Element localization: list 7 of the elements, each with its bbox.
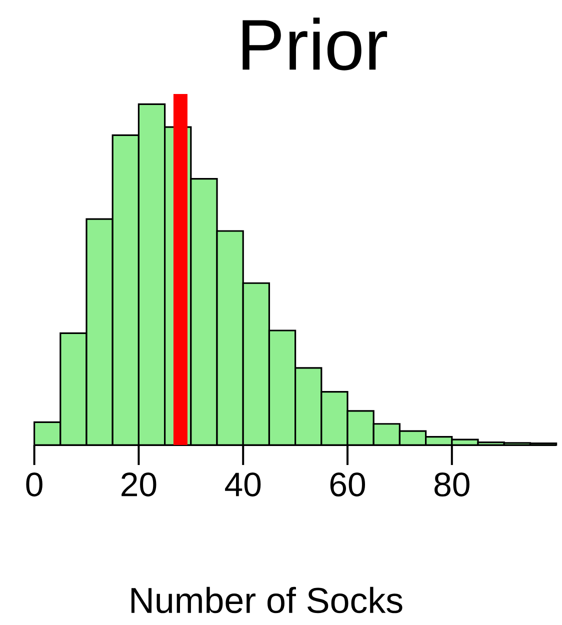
x-tick-label: 40 xyxy=(224,472,260,496)
chart-title: Prior xyxy=(242,18,387,70)
x-tick-label: 20 xyxy=(121,472,156,496)
x-tick-label: 60 xyxy=(330,472,365,496)
x-tick-label: 80 xyxy=(434,472,470,496)
x-axis-title: Number of Socks xyxy=(131,586,402,614)
x-tick-label: 0 xyxy=(26,472,42,496)
